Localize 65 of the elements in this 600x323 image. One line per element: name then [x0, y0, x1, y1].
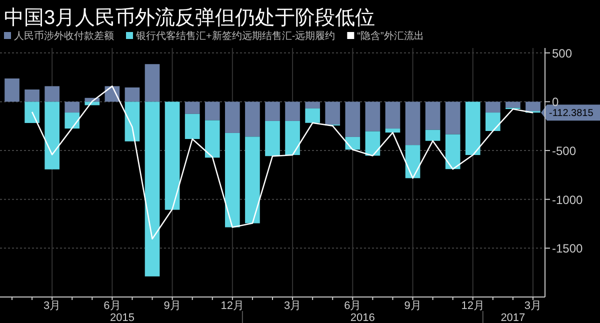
bar — [24, 90, 40, 102]
bar — [485, 102, 500, 113]
legend-label: “隐含”外汇流出 — [357, 30, 424, 42]
bar — [245, 136, 260, 224]
bar — [385, 102, 400, 129]
x-tick-label: 6月 — [344, 300, 362, 312]
bar — [184, 102, 200, 114]
bar — [425, 130, 440, 141]
bar — [305, 108, 320, 123]
x-tick-label: 3月 — [524, 300, 542, 312]
bar — [225, 102, 240, 133]
bar — [144, 64, 160, 102]
bar — [64, 102, 80, 113]
bar — [445, 102, 460, 134]
bar — [44, 102, 60, 170]
bar — [345, 136, 360, 150]
legend-label: 人民币涉外收付款差额 — [14, 30, 114, 42]
bar — [144, 102, 160, 276]
bar — [526, 102, 540, 112]
x-tick-label: 12月 — [461, 300, 484, 312]
bar — [405, 102, 420, 146]
bar — [265, 102, 280, 121]
bar — [204, 120, 220, 158]
x-tick-label: 3月 — [44, 300, 61, 312]
bar — [445, 134, 460, 170]
bar — [285, 120, 300, 156]
text: 2015 — [110, 312, 134, 323]
x-tick-label: 9月 — [404, 300, 422, 312]
x-tick-label: 3月 — [284, 300, 302, 312]
bar — [265, 120, 280, 156]
bar — [124, 102, 140, 142]
bar — [124, 87, 140, 102]
x-tick-label: 6月 — [104, 300, 121, 312]
bar — [164, 102, 180, 210]
x-tick-label: 12月 — [220, 300, 244, 312]
bar — [184, 114, 200, 140]
bar — [485, 112, 500, 131]
text: 2016 — [350, 312, 375, 323]
bar — [64, 112, 80, 129]
y-tick-label: -1500 — [552, 242, 584, 256]
y-tick-label: -1000 — [552, 192, 584, 207]
bar — [24, 102, 40, 123]
bar — [285, 102, 300, 121]
data-label: -112.3815 — [548, 108, 594, 120]
legend-label: 银行代客结售汇+新签约远期结售汇-远期履约 — [135, 30, 336, 42]
x-tick-label: 9月 — [164, 300, 181, 312]
bar — [506, 102, 520, 108]
bar — [325, 102, 340, 125]
bar — [44, 86, 60, 102]
bar — [365, 131, 380, 156]
text: 2017 — [500, 312, 526, 323]
bar — [425, 102, 440, 130]
bar — [225, 132, 240, 228]
bar — [345, 102, 360, 137]
bar — [385, 128, 400, 133]
y-tick-label: 500 — [552, 46, 572, 60]
chart-title: 中国3月人民币外流反弹但仍处于阶段低位 — [4, 7, 376, 29]
bar — [245, 102, 260, 137]
bar — [4, 78, 20, 102]
bar — [365, 102, 380, 132]
bar — [465, 102, 480, 156]
y-tick-label: -500 — [552, 144, 576, 158]
line-series — [31, 86, 534, 240]
bar — [305, 102, 320, 108]
bar — [204, 102, 220, 120]
